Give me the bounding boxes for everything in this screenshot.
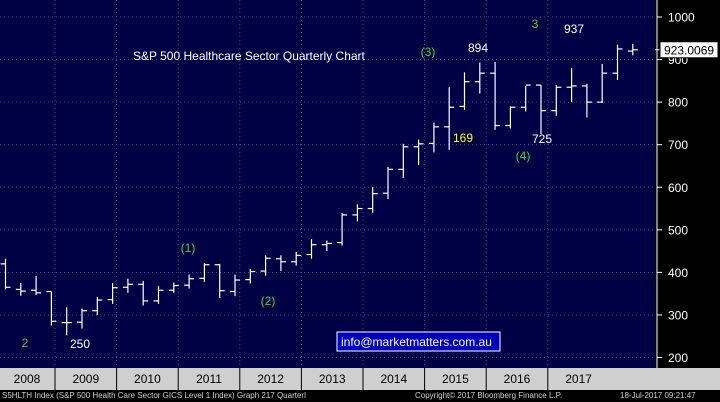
ohlc-bar bbox=[444, 87, 455, 150]
ohlc-bar bbox=[245, 268, 256, 284]
ohlc-bar bbox=[597, 63, 608, 103]
ohlc-bar bbox=[398, 143, 409, 178]
ohlc-bar bbox=[77, 308, 87, 329]
ohlc-bar bbox=[31, 275, 42, 295]
ohlc-bar bbox=[168, 282, 179, 293]
ohlc-bar bbox=[291, 251, 302, 266]
annotation-label: 169 bbox=[453, 131, 473, 145]
chart-title: S&P 500 Healthcare Sector Quarterly Char… bbox=[133, 49, 366, 63]
x-tick-label: 2017 bbox=[565, 372, 592, 386]
last-value-box bbox=[659, 41, 719, 59]
x-axis-band bbox=[0, 368, 720, 390]
x-tick-label: 2013 bbox=[319, 372, 346, 386]
annotation-label: 250 bbox=[70, 337, 90, 351]
ohlc-bar bbox=[122, 278, 133, 293]
ohlc-bar bbox=[184, 274, 195, 289]
y-tick-label: 300 bbox=[668, 308, 688, 322]
footer: S5HLTH Index (S&P 500 Health Care Sector… bbox=[0, 390, 720, 402]
x-tick-label: 2008 bbox=[14, 372, 41, 386]
ohlc-bar bbox=[566, 68, 577, 103]
ohlc-bar bbox=[321, 240, 332, 252]
x-tick-label: 2015 bbox=[442, 372, 469, 386]
ohlc-bar bbox=[214, 263, 225, 298]
ohlc-bar bbox=[520, 84, 531, 112]
ohlc-bar bbox=[306, 239, 317, 259]
ohlc-bar bbox=[536, 84, 546, 135]
x-tick-label: 2010 bbox=[134, 372, 161, 386]
ohlc-bar bbox=[92, 297, 103, 315]
annotation-label: 2 bbox=[22, 336, 29, 350]
ohlc-bar bbox=[275, 255, 286, 272]
annotation-label: 894 bbox=[468, 41, 488, 55]
ohlc-bar bbox=[230, 274, 240, 297]
ohlc-bar bbox=[551, 85, 562, 116]
ohlc-bar bbox=[199, 263, 210, 282]
footer-timestamp: 18-Jul-2017 09:21:47 bbox=[620, 391, 696, 400]
y-tick-label: 200 bbox=[668, 351, 688, 365]
annotation-label: (2) bbox=[261, 294, 276, 308]
ohlc-bar bbox=[15, 283, 26, 296]
ohlc-bar bbox=[505, 106, 516, 129]
ohlc-bar bbox=[46, 290, 57, 326]
last-value-label: 923.0069 bbox=[664, 43, 714, 57]
ohlc-bar bbox=[138, 280, 149, 306]
ohlc-bar bbox=[107, 283, 118, 304]
ohlc-bar bbox=[627, 43, 638, 56]
ohlc-bar bbox=[61, 307, 72, 336]
ohlc-bar bbox=[337, 212, 348, 246]
x-tick-label: 2011 bbox=[196, 372, 222, 386]
info-box-text: info@marketmatters.com.au bbox=[341, 335, 492, 349]
x-tick-label: 2009 bbox=[72, 372, 99, 386]
ohlc-bar bbox=[0, 258, 11, 290]
ohlc-bar bbox=[459, 72, 470, 110]
ohlc-bar bbox=[153, 285, 164, 304]
ohlc-bar bbox=[260, 255, 271, 276]
ohlc-bar bbox=[474, 62, 485, 94]
x-tick-label: 2016 bbox=[504, 372, 531, 386]
annotation-label: 937 bbox=[564, 22, 584, 36]
footer-copyright: Copyright© 2017 Bloomberg Finance L.P. bbox=[415, 391, 563, 400]
plot-area bbox=[0, 0, 655, 368]
annotation-label: 725 bbox=[532, 132, 552, 146]
annotation-label: (3) bbox=[421, 45, 436, 59]
y-tick-label: 700 bbox=[668, 138, 688, 152]
ohlc-bar bbox=[413, 139, 424, 166]
ohlc-bar bbox=[612, 44, 623, 80]
ohlc-bar bbox=[490, 62, 501, 130]
x-tick-label: 2014 bbox=[380, 372, 407, 386]
ohlc-bar bbox=[383, 166, 393, 200]
ohlc-bar bbox=[352, 204, 363, 222]
annotation-label: (4) bbox=[516, 149, 531, 163]
y-tick-label: 500 bbox=[668, 223, 688, 237]
x-tick-label: 2012 bbox=[257, 372, 284, 386]
ohlc-bar bbox=[367, 187, 378, 213]
info-box bbox=[336, 331, 501, 352]
y-tick-label: 600 bbox=[668, 181, 688, 195]
ohlc-bar bbox=[581, 83, 592, 118]
y-tick-label: 400 bbox=[668, 266, 688, 280]
ohlc-bar bbox=[428, 122, 439, 153]
y-tick-label: 800 bbox=[668, 96, 688, 110]
annotation-label: (1) bbox=[181, 241, 196, 255]
y-tick-label: 1000 bbox=[668, 11, 695, 25]
annotation-label: 3 bbox=[532, 17, 539, 31]
footer-security-description: S5HLTH Index (S&P 500 Health Care Sector… bbox=[2, 391, 306, 400]
